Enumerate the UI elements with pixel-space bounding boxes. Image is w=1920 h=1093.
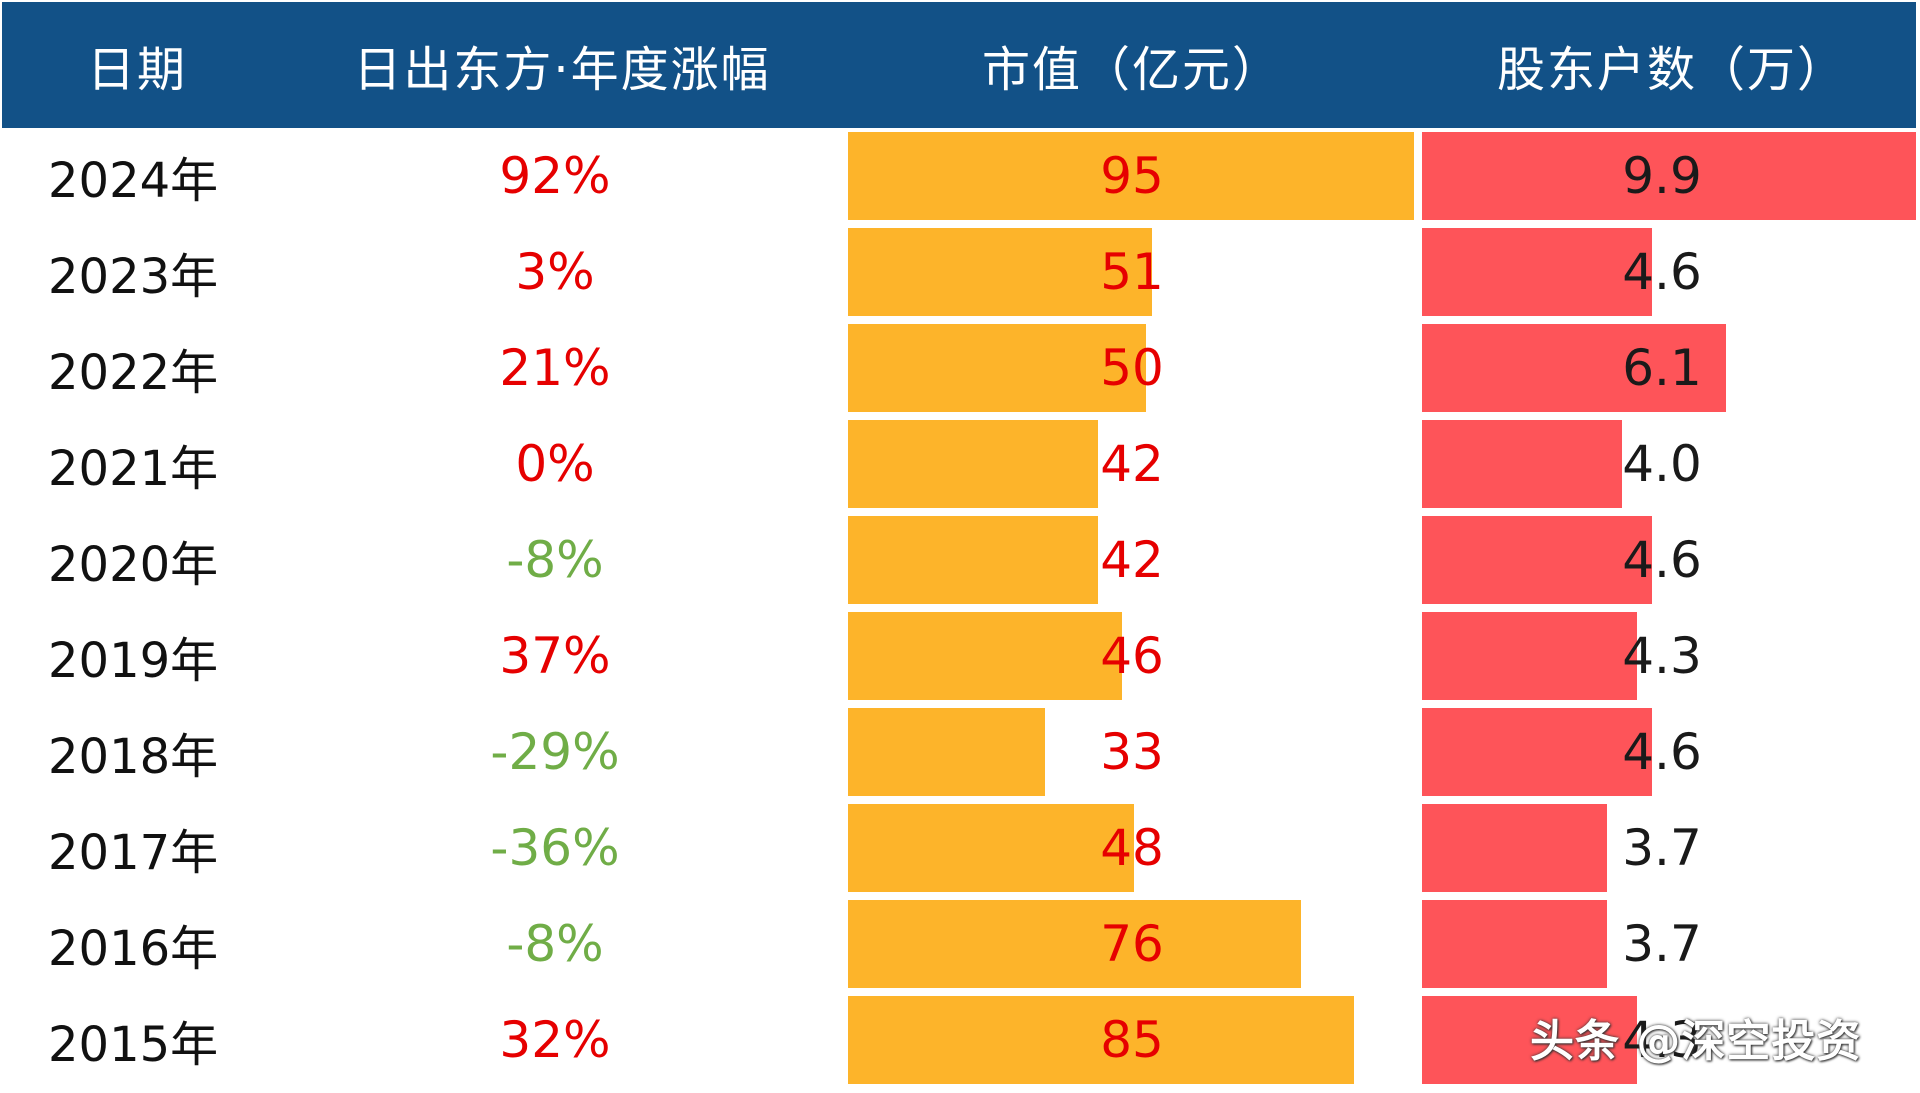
market-value-bar xyxy=(848,612,1122,700)
shareholders-bar xyxy=(1422,708,1652,796)
shareholders-label: 4.6 xyxy=(1622,723,1702,781)
table-row: 2019年 37% 46 4.3 xyxy=(0,608,1920,704)
row-date: 2022年 xyxy=(48,345,219,401)
market-value-bar xyxy=(848,804,1134,892)
shareholders-label: 4.3 xyxy=(1622,627,1702,685)
header-date: 日期 xyxy=(86,42,187,98)
market-value-bar xyxy=(848,996,1354,1084)
row-change: 92% xyxy=(499,147,611,205)
header-shareholders: 股东户数（万） xyxy=(1496,42,1847,98)
market-value-label: 85 xyxy=(1100,1011,1164,1069)
market-value-bar xyxy=(848,132,1414,220)
shareholders-label: 4.6 xyxy=(1622,531,1702,589)
row-change: 0% xyxy=(515,435,595,493)
shareholders-bar xyxy=(1422,900,1607,988)
row-date: 2020年 xyxy=(48,537,219,593)
watermark: 头条 @深空投资 xyxy=(1530,1016,1862,1067)
shareholders-label: 4.6 xyxy=(1622,243,1702,301)
row-date: 2016年 xyxy=(48,921,219,977)
market-value-bar xyxy=(848,228,1152,316)
shareholders-bar xyxy=(1422,420,1622,508)
table-row: 2023年 3% 51 4.6 xyxy=(0,224,1920,320)
shareholders-label: 4.0 xyxy=(1622,435,1702,493)
market-value-bar xyxy=(848,420,1098,508)
table-row: 2021年 0% 42 4.0 xyxy=(0,416,1920,512)
shareholders-label: 4.3 xyxy=(1622,1011,1702,1069)
shareholders-bar xyxy=(1422,516,1652,604)
market-value-label: 76 xyxy=(1100,915,1164,973)
shareholders-label: 3.7 xyxy=(1622,915,1702,973)
table-row: 2017年 -36% 48 3.7 xyxy=(0,800,1920,896)
row-change: -8% xyxy=(506,915,604,973)
shareholders-label: 3.7 xyxy=(1622,819,1702,877)
shareholders-bar xyxy=(1422,804,1607,892)
row-date: 2023年 xyxy=(48,249,219,305)
market-value-bar xyxy=(848,900,1301,988)
table-row: 2020年 -8% 42 4.6 xyxy=(0,512,1920,608)
market-value-label: 50 xyxy=(1100,339,1164,397)
row-change: 3% xyxy=(515,243,595,301)
market-value-label: 42 xyxy=(1100,531,1164,589)
table-row: 2016年 -8% 76 3.7 xyxy=(0,896,1920,992)
shareholders-label: 6.1 xyxy=(1622,339,1702,397)
row-change: 21% xyxy=(499,339,611,397)
row-change: -29% xyxy=(490,723,620,781)
row-date: 2015年 xyxy=(48,1017,219,1073)
header-market-value: 市值（亿元） xyxy=(981,42,1282,98)
row-date: 2024年 xyxy=(48,153,219,209)
header-change: 日出东方·年度涨幅 xyxy=(353,42,771,98)
row-date: 2021年 xyxy=(48,441,219,497)
market-value-label: 33 xyxy=(1100,723,1164,781)
shareholders-bar xyxy=(1422,612,1637,700)
row-change: 37% xyxy=(499,627,611,685)
shareholders-bar xyxy=(1422,228,1652,316)
table-row: 2022年 21% 50 6.1 xyxy=(0,320,1920,416)
shareholders-bar xyxy=(1422,324,1726,412)
market-value-bar xyxy=(848,708,1045,796)
shareholders-label: 9.9 xyxy=(1622,147,1702,205)
row-change: 32% xyxy=(499,1011,611,1069)
market-value-bar xyxy=(848,324,1146,412)
market-value-label: 46 xyxy=(1100,627,1164,685)
market-value-label: 42 xyxy=(1100,435,1164,493)
market-value-label: 95 xyxy=(1100,147,1164,205)
table-row: 2018年 -29% 33 4.6 xyxy=(0,704,1920,800)
table-header: 日期 日出东方·年度涨幅 市值（亿元） 股东户数（万） xyxy=(2,2,1916,128)
shareholders-bar xyxy=(1422,996,1637,1084)
shareholders-bar xyxy=(1422,132,1916,220)
table-row: 2024年 92% 95 9.9 xyxy=(0,128,1920,224)
market-value-bar xyxy=(848,516,1098,604)
row-change: -36% xyxy=(490,819,620,877)
row-change: -8% xyxy=(506,531,604,589)
table-row: 2015年 32% 85 4.3 xyxy=(0,992,1920,1088)
row-date: 2019年 xyxy=(48,633,219,689)
row-date: 2018年 xyxy=(48,729,219,785)
table-body: 2024年 92% 95 9.9 2023年 3% 51 4.6 2022年 21% 50 6.1 20… xyxy=(0,128,1920,1088)
market-value-label: 48 xyxy=(1100,819,1164,877)
row-date: 2017年 xyxy=(48,825,219,881)
market-value-label: 51 xyxy=(1100,243,1164,301)
